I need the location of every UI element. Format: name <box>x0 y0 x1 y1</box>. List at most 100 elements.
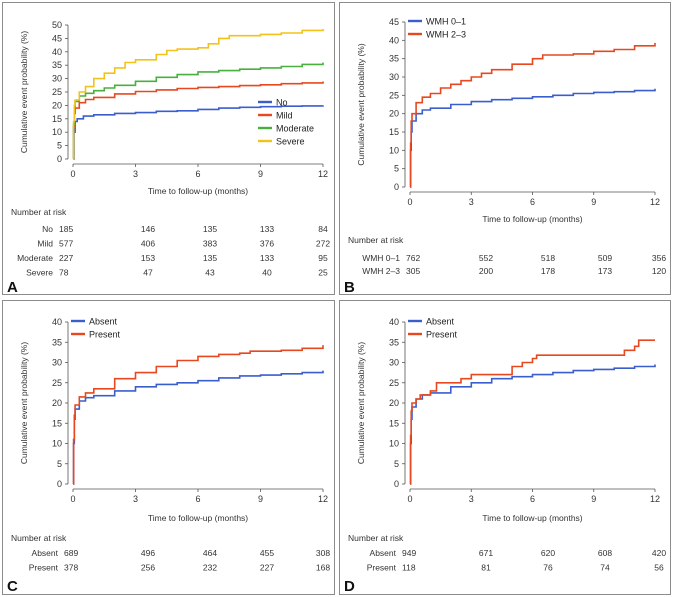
risk-row-label: WMH 2–3 <box>362 266 400 276</box>
series-line-absent <box>72 370 324 485</box>
risk-value: 376 <box>260 239 274 249</box>
risk-value: 256 <box>141 563 155 573</box>
y-tick-label: 35 <box>52 337 62 347</box>
panel-label: A <box>7 279 18 294</box>
risk-value: 185 <box>59 224 73 234</box>
y-tick-label: 40 <box>52 47 62 57</box>
risk-value: 356 <box>652 253 666 263</box>
legend-label: Absent <box>426 317 455 327</box>
risk-value: 153 <box>141 253 155 263</box>
y-tick-label: 45 <box>389 17 399 27</box>
risk-value: 40 <box>262 268 272 278</box>
risk-value: 133 <box>260 253 274 263</box>
x-tick-label: 0 <box>407 197 412 207</box>
risk-value: 25 <box>318 268 328 278</box>
y-tick-label: 40 <box>52 317 62 327</box>
y-axis-title: Cumulative event probability (%) <box>19 31 29 154</box>
series-line-wmh-2-3 <box>409 42 656 188</box>
risk-value: 47 <box>143 268 153 278</box>
y-tick-label: 15 <box>389 418 399 428</box>
risk-value: 378 <box>64 563 78 573</box>
risk-value: 305 <box>406 266 420 276</box>
risk-row-label: No <box>42 224 53 234</box>
risk-table-title: Number at risk <box>11 533 67 543</box>
risk-value: 496 <box>141 548 155 558</box>
risk-value: 118 <box>402 563 416 573</box>
legend-label: Absent <box>89 317 118 327</box>
panel-c: 0 5 10 15 20 25 30 35 40 0 3 6 9 12 Cumulative event p… <box>2 300 335 595</box>
series-line-wmh-0-1 <box>409 88 656 188</box>
chart-svg: 0 5 10 15 20 25 30 35 40 0 3 6 9 12 Cumulative event p… <box>7 317 330 595</box>
x-tick-label: 9 <box>258 169 263 179</box>
risk-value: 308 <box>316 548 330 558</box>
y-tick-label: 0 <box>394 479 399 489</box>
panel-label: D <box>344 578 355 594</box>
x-tick-label: 0 <box>407 494 412 504</box>
y-tick-label: 50 <box>52 20 62 30</box>
y-tick-label: 20 <box>389 398 399 408</box>
y-tick-label: 35 <box>389 54 399 64</box>
y-tick-label: 5 <box>57 141 62 151</box>
y-tick-label: 5 <box>57 459 62 469</box>
risk-value: 406 <box>141 239 155 249</box>
y-tick-label: 30 <box>52 358 62 368</box>
y-tick-label: 20 <box>52 100 62 110</box>
x-tick-label: 12 <box>318 169 328 179</box>
panel-a: 0 5 10 15 20 25 30 35 40 45 50 0 3 6 9 12 Cumulative eve… <box>2 2 335 295</box>
x-tick-label: 12 <box>650 494 660 504</box>
chart-svg: 0 5 10 15 20 25 30 35 40 0 3 6 9 12 Cumulative event p… <box>344 317 666 595</box>
y-tick-label: 25 <box>389 378 399 388</box>
risk-value: 608 <box>598 548 612 558</box>
legend-label: WMH 0–1 <box>426 17 466 27</box>
risk-value: 455 <box>260 548 274 558</box>
panel-d: 0 5 10 15 20 25 30 35 40 0 3 6 9 12 Cumulative event p… <box>339 300 671 595</box>
x-tick-label: 6 <box>530 197 535 207</box>
y-tick-label: 35 <box>52 60 62 70</box>
risk-value: 146 <box>141 224 155 234</box>
y-axis-title: Cumulative event probability (%) <box>19 342 29 465</box>
series-line-present <box>409 339 655 485</box>
risk-value: 509 <box>598 253 612 263</box>
risk-row-label: WMH 0–1 <box>362 253 400 263</box>
x-axis-title: Time to follow-up (months) <box>148 186 248 196</box>
risk-value: 464 <box>203 548 217 558</box>
y-tick-label: 15 <box>52 418 62 428</box>
risk-value: 200 <box>479 266 493 276</box>
risk-table-title: Number at risk <box>348 533 404 543</box>
x-tick-label: 3 <box>133 169 138 179</box>
x-axis-title: Time to follow-up (months) <box>482 214 582 224</box>
risk-value: 552 <box>479 253 493 263</box>
risk-value: 76 <box>543 563 553 573</box>
risk-value: 84 <box>318 224 328 234</box>
y-tick-label: 25 <box>52 87 62 97</box>
risk-value: 577 <box>59 239 73 249</box>
x-tick-label: 3 <box>133 494 138 504</box>
y-axis-title: Cumulative event probability (%) <box>356 43 366 166</box>
risk-value: 78 <box>59 268 69 278</box>
risk-value: 173 <box>598 266 612 276</box>
x-tick-label: 0 <box>70 169 75 179</box>
risk-value: 689 <box>64 548 78 558</box>
x-tick-label: 3 <box>469 494 474 504</box>
risk-value: 227 <box>260 563 274 573</box>
risk-value: 420 <box>652 548 666 558</box>
x-tick-label: 6 <box>195 494 200 504</box>
legend-label: Moderate <box>276 124 314 134</box>
risk-value: 671 <box>479 548 493 558</box>
y-tick-label: 5 <box>394 459 399 469</box>
y-tick-label: 5 <box>394 164 399 174</box>
x-tick-label: 9 <box>258 494 263 504</box>
risk-value: 178 <box>541 266 555 276</box>
y-tick-label: 10 <box>389 145 399 155</box>
risk-row-label: Mild <box>37 239 53 249</box>
series-line-severe <box>72 29 324 160</box>
risk-value: 135 <box>203 253 217 263</box>
risk-value: 135 <box>203 224 217 234</box>
y-tick-label: 20 <box>389 109 399 119</box>
x-tick-label: 12 <box>318 494 328 504</box>
panel-b: 0 5 10 15 20 25 30 35 40 45 0 3 6 9 12 Cumulative event… <box>339 2 671 295</box>
risk-value: 227 <box>59 253 73 263</box>
risk-row-label: Present <box>29 563 59 573</box>
y-tick-label: 45 <box>52 33 62 43</box>
risk-table-title: Number at risk <box>11 207 67 217</box>
